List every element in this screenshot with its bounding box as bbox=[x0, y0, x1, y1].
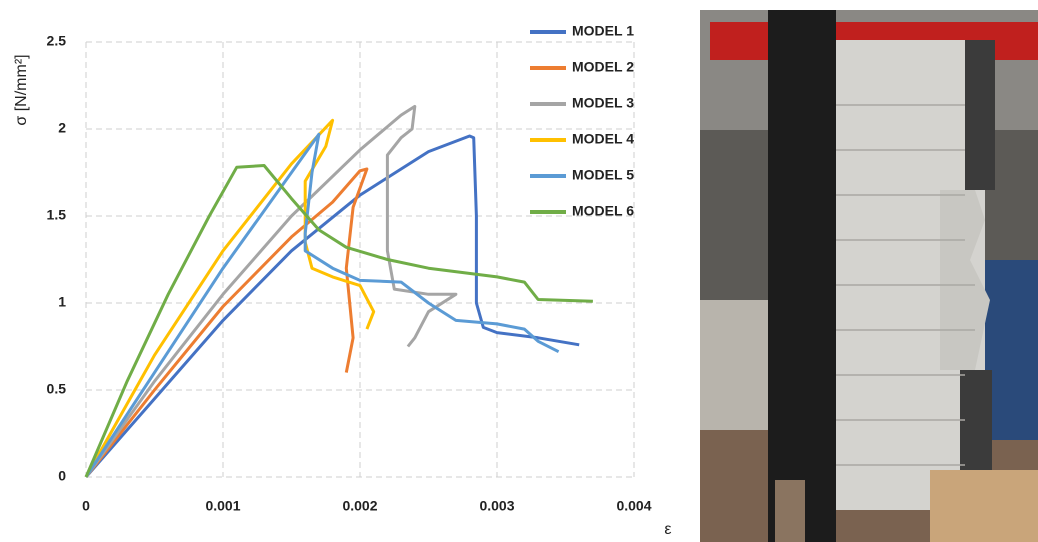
series-line bbox=[84, 104, 458, 478]
x-tick-label: 0.003 bbox=[479, 498, 514, 514]
series-line bbox=[84, 164, 593, 478]
legend-label: MODEL 5 bbox=[572, 167, 634, 183]
legend-label: MODEL 1 bbox=[572, 23, 634, 39]
series-line bbox=[84, 132, 560, 478]
y-tick-label: 2.5 bbox=[47, 33, 67, 49]
series-line bbox=[84, 118, 376, 478]
y-tick-label: 0 bbox=[58, 468, 66, 484]
legend-label: MODEL 2 bbox=[572, 59, 634, 75]
y-tick-label: 2 bbox=[58, 120, 66, 136]
y-tick-label: 1.5 bbox=[47, 207, 67, 223]
y-tick-label: 0.5 bbox=[47, 381, 67, 397]
x-tick-label: 0.002 bbox=[342, 498, 377, 514]
x-tick-label: 0 bbox=[82, 498, 90, 514]
series-line bbox=[84, 134, 580, 478]
x-tick-label: 0.001 bbox=[205, 498, 240, 514]
legend-label: MODEL 3 bbox=[572, 95, 634, 111]
legend-label: MODEL 6 bbox=[572, 203, 634, 219]
y-axis-label: σ [N/mm²] bbox=[13, 54, 30, 125]
x-axis-label: ε bbox=[664, 521, 671, 538]
photo bbox=[700, 10, 1038, 542]
x-tick-label: 0.004 bbox=[616, 498, 651, 514]
legend-label: MODEL 4 bbox=[572, 131, 634, 147]
y-tick-label: 1 bbox=[58, 294, 66, 310]
series-line bbox=[84, 167, 369, 478]
